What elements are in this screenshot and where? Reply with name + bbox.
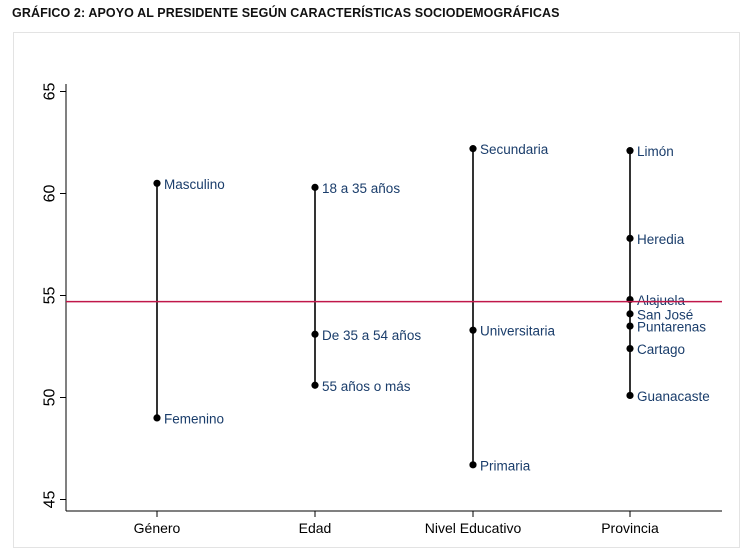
y-tick-label: 60 [42, 185, 59, 203]
data-point [626, 391, 634, 400]
x-tick-label: Edad [299, 520, 332, 536]
data-point [469, 326, 477, 334]
x-tick-label: Nivel Educativo [425, 520, 522, 536]
point-label: Femenino [164, 411, 224, 426]
chart-frame [13, 32, 740, 548]
data-point [153, 414, 161, 422]
x-tick-label: Género [134, 520, 181, 536]
y-tick-label: 55 [42, 287, 59, 305]
data-point [311, 183, 319, 191]
y-tick-label: 45 [42, 491, 59, 509]
point-label: San José [637, 307, 693, 322]
data-point [311, 330, 319, 338]
data-point [311, 381, 319, 389]
point-label: Guanacaste [637, 389, 710, 404]
x-tick-label: Provincia [601, 520, 659, 536]
point-label: Masculino [164, 177, 225, 192]
data-point [469, 145, 477, 153]
point-label: Universitaria [480, 324, 556, 339]
point-label: Secundaria [480, 142, 549, 157]
point-label: Limón [637, 144, 674, 159]
data-point [626, 322, 634, 330]
point-label: Cartago [637, 342, 685, 357]
point-label: De 35 a 54 años [322, 328, 421, 343]
data-point [153, 179, 161, 187]
data-point [469, 461, 477, 469]
data-point [626, 147, 634, 155]
data-point [626, 234, 634, 242]
point-label: 55 años o más [322, 379, 411, 394]
point-label: Puntarenas [637, 320, 706, 335]
point-label: 18 a 35 años [322, 181, 400, 196]
point-label: Primaria [480, 458, 531, 473]
y-tick-label: 50 [42, 389, 59, 407]
point-label: Heredia [637, 232, 685, 247]
point-label: Alajuela [637, 293, 686, 308]
data-point [626, 310, 634, 318]
data-point [626, 344, 634, 353]
y-tick-label: 65 [42, 83, 59, 101]
chart-title: GRÁFICO 2: APOYO AL PRESIDENTE SEGÚN CAR… [12, 6, 560, 20]
